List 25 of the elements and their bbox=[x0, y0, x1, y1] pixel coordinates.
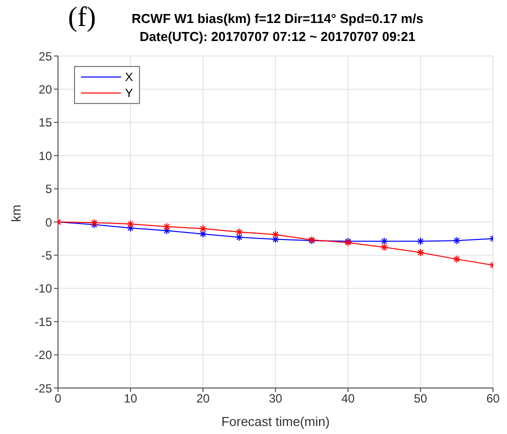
x-axis-title: Forecast time(min) bbox=[221, 414, 330, 429]
x-tick-label: 10 bbox=[124, 392, 138, 406]
chart-subtitle: Date(UTC): 20170707 07:12 ~ 20170707 09:21 bbox=[140, 29, 416, 44]
x-tick-label: 30 bbox=[268, 392, 282, 406]
y-tick-label: -10 bbox=[34, 282, 52, 296]
chart-title: RCWF W1 bias(km) f=12 Dir=114° Spd=0.17 m/s bbox=[132, 11, 424, 26]
x-tick-label: 60 bbox=[486, 392, 500, 406]
x-tick-label: 20 bbox=[196, 392, 210, 406]
y-tick-label: 15 bbox=[38, 116, 52, 130]
legend-label: Y bbox=[125, 85, 134, 101]
y-tick-label: -5 bbox=[41, 248, 52, 262]
text: (f) bbox=[68, 2, 96, 34]
y-tick-label: 20 bbox=[38, 82, 52, 96]
y-tick-label: 5 bbox=[45, 182, 52, 196]
y-axis-title: km bbox=[8, 204, 24, 222]
y-tick-label: -15 bbox=[34, 314, 52, 329]
y-tick-label: -25 bbox=[34, 381, 52, 396]
x-tick-label: 40 bbox=[341, 392, 355, 406]
y-tick-label: -20 bbox=[34, 348, 52, 362]
y-tick-label: 0 bbox=[45, 215, 52, 230]
y-tick-label: 25 bbox=[38, 49, 52, 64]
y-tick-label: 10 bbox=[38, 148, 52, 163]
x-tick-label: 50 bbox=[414, 392, 428, 406]
x-tick-label: 0 bbox=[54, 392, 62, 406]
legend-label: X bbox=[125, 69, 134, 85]
